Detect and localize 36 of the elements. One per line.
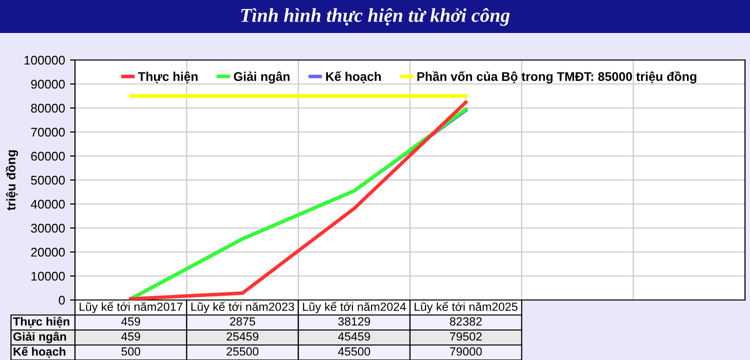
y-tick-label: 90000 <box>31 80 65 89</box>
y-tick-label: 20000 <box>31 248 65 257</box>
y-axis-title: triệu đồng <box>6 150 18 210</box>
legend-label: Kế hoạch <box>326 71 381 84</box>
y-tick-label: 60000 <box>31 152 65 161</box>
data-label: 500 <box>121 347 140 356</box>
y-tick-label: 70000 <box>31 128 65 137</box>
y-tick-label: 100000 <box>24 56 65 65</box>
data-label: 45459 <box>338 332 370 341</box>
data-label: 79502 <box>450 332 482 341</box>
y-tick-label: 40000 <box>30 200 65 209</box>
data-label: 2875 <box>230 317 256 326</box>
text: Kế hoạch <box>14 346 66 358</box>
data-label: 45500 <box>338 347 370 356</box>
x-tick-label: Lũy kế tới năm2024 <box>303 302 406 314</box>
data-label: 25459 <box>226 332 258 341</box>
legend-label: Giải ngân <box>234 72 290 84</box>
data-label: 459 <box>121 317 140 326</box>
text: Giải ngân <box>13 332 66 344</box>
x-tick-label: Lũy kế tới năm2025 <box>414 302 518 314</box>
data-label: 25500 <box>226 347 258 356</box>
chart-title: Tình hình thực hiện từ khởi công <box>241 8 510 26</box>
y-tick-label: 10000 <box>31 272 65 281</box>
y-tick-label: 0 <box>58 296 65 305</box>
data-label: 82382 <box>450 317 482 326</box>
x-tick-label: Lũy kế tới năm2023 <box>191 302 294 314</box>
y-tick-label: 80000 <box>31 104 65 113</box>
y-tick-label: 30000 <box>31 224 65 233</box>
data-label: 38129 <box>338 317 370 326</box>
y-tick-label: 50000 <box>31 176 65 185</box>
legend-label: Thực hiện <box>138 72 198 84</box>
legend-label: Phần vốn của Bộ trong TMĐT: 85000 triệu đồng <box>417 71 696 84</box>
data-label: 459 <box>121 332 140 341</box>
text: Thực hiện <box>13 316 70 328</box>
x-tick-label: Lũy kế tới năm2017 <box>80 302 182 314</box>
data-label: 79000 <box>450 347 482 356</box>
